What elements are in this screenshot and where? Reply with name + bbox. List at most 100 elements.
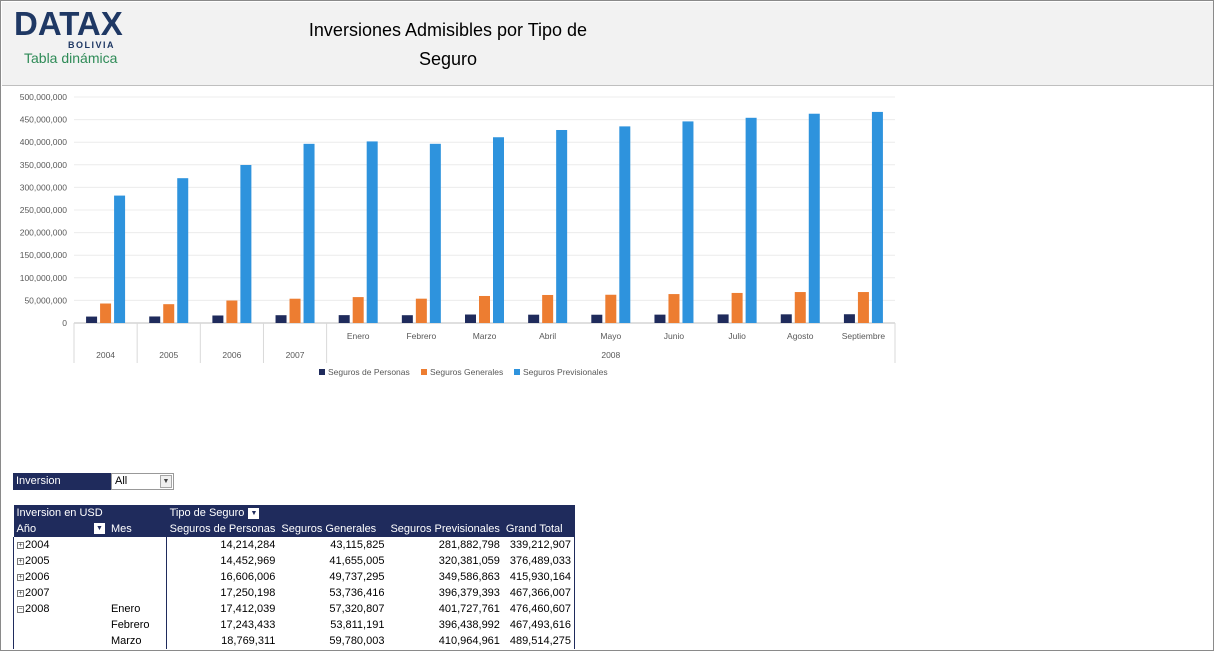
pivot-cell-mes-text: Marzo: [110, 635, 142, 647]
pivot-cell-previsionales: 349,586,863: [387, 569, 502, 585]
pivot-cell-ano: [12, 617, 108, 633]
pivot-cell-ano: +2004: [12, 537, 108, 553]
y-tick-label: 50,000,000: [24, 295, 67, 305]
x-tick-label: Mayo: [600, 331, 621, 341]
pivot-cell-personas-text: 17,243,433: [220, 619, 276, 631]
x-group-label: 2008: [601, 350, 620, 360]
pivot-cell-total: 467,366,007: [502, 585, 575, 601]
pivot-cell-personas: 17,250,198: [166, 585, 279, 601]
bar-previsionales: [619, 126, 631, 323]
pivot-cell-ano: +2006: [12, 569, 108, 585]
filter-select[interactable]: All ▼: [111, 473, 174, 490]
pivot-cell-mes: [108, 569, 167, 585]
legend-label: Seguros Generales: [430, 367, 503, 377]
bar-personas: [401, 315, 413, 323]
pivot-cell-ano-text: 2004: [25, 539, 50, 551]
bar-generales: [542, 294, 554, 323]
bar-personas: [780, 314, 792, 323]
bar-personas: [465, 314, 476, 323]
expand-icon[interactable]: +: [17, 541, 24, 549]
pivot-cell-total-text: 476,460,607: [509, 603, 571, 615]
pivot-cell-total-text: 467,366,007: [509, 587, 571, 599]
pivot-cell-previsionales: 281,882,798: [387, 537, 502, 553]
collapse-icon[interactable]: −: [17, 605, 24, 613]
pivot-col-total: Grand Total: [502, 521, 575, 537]
x-tick-label: Septiembre: [842, 331, 886, 341]
pivot-cell-previsionales-text: 281,882,798: [438, 539, 500, 551]
pivot-cell-mes-text: Enero: [110, 603, 141, 615]
pivot-col-previsionales: Seguros Previsionales: [387, 521, 503, 537]
y-tick-label: 400,000,000: [20, 137, 68, 147]
pivot-cell-generales-text: 43,115,825: [330, 539, 385, 551]
x-tick-label: 2005: [159, 350, 178, 360]
legend-label: Seguros Previsionales: [523, 367, 608, 377]
column-filter-dropdown-icon[interactable]: ▼: [248, 507, 260, 519]
bar-previsionales: [745, 117, 757, 324]
bar-previsionales: [682, 121, 694, 323]
x-tick-label: Junio: [664, 331, 685, 341]
pivot-cell-mes: [108, 553, 167, 569]
bar-generales: [857, 292, 869, 323]
row-filter-dropdown-icon[interactable]: ▼: [93, 523, 105, 534]
legend-swatch: [514, 369, 520, 375]
pivot-header-row-1: Inversion en USD Tipo de Seguro ▼: [13, 505, 575, 521]
chevron-down-icon[interactable]: ▼: [160, 475, 172, 488]
page-title: Inversiones Admisibles por Tipo de Segur…: [298, 16, 598, 74]
x-tick-label: Febrero: [406, 331, 436, 341]
pivot-cell-total-text: 467,493,616: [509, 619, 571, 631]
bar-personas: [591, 314, 603, 323]
bar-generales: [415, 298, 427, 323]
pivot-col-ano: Año ▼: [13, 521, 108, 537]
y-tick-label: 100,000,000: [20, 273, 68, 283]
filter-label: Inversion Admisible: [13, 473, 111, 504]
investment-bar-chart: 500,000,000 450,000,000 400,000,000 350,000…: [20, 92, 896, 377]
bar-previsionales: [556, 129, 568, 323]
expand-icon[interactable]: +: [17, 557, 24, 565]
table-row: −2008 Enero 17,412,039 57,320,807 401,727,76…: [12, 601, 575, 617]
pivot-cell-personas: 18,769,311: [166, 633, 279, 649]
pivot-cell-generales: 53,811,191: [278, 617, 387, 633]
pivot-cell-personas: 17,243,433: [166, 617, 279, 633]
pivot-cell-previsionales: 396,379,393: [387, 585, 502, 601]
bar-personas: [275, 315, 287, 323]
logo-sub-text: BOLIVIA: [68, 40, 116, 50]
page-title-line-2: Seguro: [418, 49, 478, 69]
header-bar: DATAX BOLIVIA Tabla dinámica Inversiones…: [2, 2, 1213, 86]
pivot-column-field: Tipo de Seguro ▼: [166, 505, 575, 521]
pivot-cell-personas: 14,214,284: [166, 537, 279, 553]
legend-swatch: [421, 369, 427, 375]
expand-icon[interactable]: +: [17, 573, 24, 581]
pivot-cell-previsionales: 396,438,992: [387, 617, 502, 633]
x-tick-label: Julio: [728, 331, 746, 341]
expand-icon[interactable]: +: [17, 589, 24, 597]
report-filter: Inversion Admisible All ▼: [13, 473, 174, 504]
y-tick-label: 350,000,000: [20, 160, 68, 170]
pivot-cell-generales: 43,115,825: [278, 537, 387, 553]
table-row: Marzo 18,769,311 59,780,003 410,964,961 489,…: [12, 633, 575, 649]
pivot-cell-previsionales-text: 320,381,059: [438, 555, 500, 567]
bar-generales: [163, 304, 175, 323]
bar-generales: [605, 294, 617, 323]
bar-personas: [149, 316, 161, 323]
page-title-line-1: Inversiones Admisibles por Tipo de: [308, 20, 588, 40]
pivot-cell-total-text: 339,212,907: [509, 539, 571, 551]
y-tick-label: 150,000,000: [20, 250, 68, 260]
pivot-cell-total-text: 376,489,033: [509, 555, 571, 567]
bar-generales: [479, 295, 490, 323]
bar-previsionales: [177, 178, 189, 323]
x-tick-label: Enero: [347, 331, 370, 341]
pivot-cell-total: 467,493,616: [502, 617, 575, 633]
table-row: +2005 14,452,969 41,655,005 320,381,059 376,…: [12, 553, 575, 569]
pivot-cell-previsionales-text: 396,438,992: [438, 619, 500, 631]
pivot-cell-previsionales: 320,381,059: [387, 553, 502, 569]
pivot-cell-ano: +2005: [12, 553, 108, 569]
bar-personas: [843, 314, 855, 323]
x-tick-label: Agosto: [787, 331, 814, 341]
pivot-cell-total: 376,489,033: [502, 553, 575, 569]
bar-previsionales: [493, 137, 504, 323]
logo-main-text: DATAX: [14, 5, 123, 42]
bar-generales: [794, 292, 806, 323]
pivot-cell-previsionales: 410,964,961: [387, 633, 502, 649]
bar-personas: [717, 314, 729, 323]
pivot-cell-personas: 16,606,006: [166, 569, 279, 585]
